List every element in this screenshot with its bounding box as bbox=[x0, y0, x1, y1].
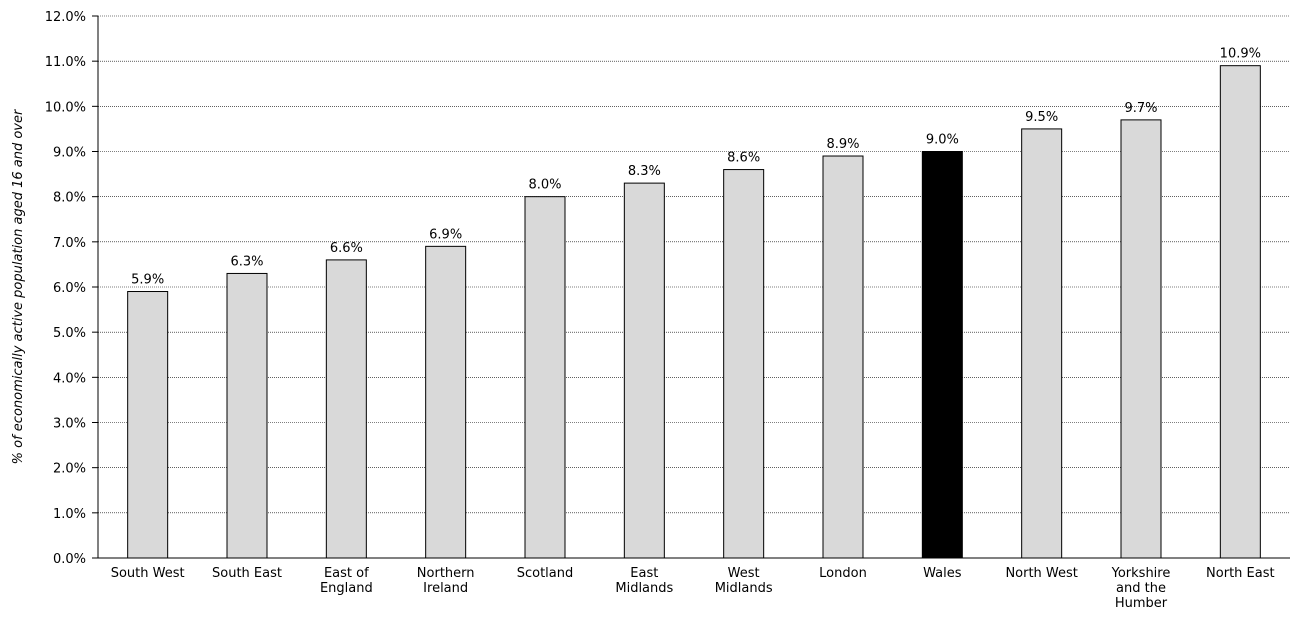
y-tick-label: 7.0% bbox=[53, 236, 86, 251]
bar-london bbox=[822, 155, 864, 559]
bars bbox=[127, 65, 1261, 559]
data-label: 6.3% bbox=[230, 254, 263, 269]
bar-north-east bbox=[1219, 65, 1261, 559]
x-tick-label: London bbox=[819, 566, 867, 581]
y-tick-label: 3.0% bbox=[53, 417, 86, 432]
bar-south-west bbox=[127, 291, 169, 559]
y-axis-ticks: 0.0% 1.0% 2.0% 3.0% 4.0% 5.0% 6.0% 7.0% 8.0% 9.0%… bbox=[45, 10, 98, 567]
bar-west-midlands bbox=[723, 169, 765, 559]
bar-east-midlands bbox=[623, 182, 665, 559]
data-label: 8.9% bbox=[826, 137, 859, 152]
data-label: 9.5% bbox=[1025, 110, 1058, 125]
y-tick-label: 5.0% bbox=[53, 326, 86, 341]
x-tick-label: Wales bbox=[923, 566, 962, 581]
data-label: 8.3% bbox=[628, 164, 661, 179]
x-tick-label: Northern Ireland bbox=[417, 566, 475, 596]
x-tick-label: South East bbox=[212, 566, 282, 581]
x-tick-label: West Midlands bbox=[715, 566, 773, 596]
x-tick-label: Scotland bbox=[517, 566, 574, 581]
data-label: 9.0% bbox=[926, 133, 959, 148]
x-tick-label: North West bbox=[1005, 566, 1077, 581]
x-tick-label: North East bbox=[1206, 566, 1275, 581]
bar-scotland bbox=[524, 196, 566, 559]
y-axis-title: % of economically active population aged… bbox=[11, 108, 26, 464]
data-label: 8.6% bbox=[727, 151, 760, 166]
y-tick-label: 4.0% bbox=[53, 371, 86, 386]
data-label: 6.6% bbox=[330, 241, 363, 256]
y-tick-label: 11.0% bbox=[45, 55, 86, 70]
bar-wales bbox=[921, 151, 963, 559]
bar-east-of-england bbox=[325, 259, 367, 559]
y-tick-label: 6.0% bbox=[53, 281, 86, 296]
data-label: 9.7% bbox=[1124, 101, 1157, 116]
y-tick-label: 1.0% bbox=[53, 507, 86, 522]
y-tick-label: 12.0% bbox=[45, 10, 86, 25]
x-tick-label: Yorkshire and the Humber bbox=[1111, 566, 1171, 611]
data-labels: 5.9% 6.3% 6.6% 6.9% 8.0% 8.3% 8.6% 8.9% 9.0% 9.5%… bbox=[131, 47, 1261, 288]
data-label: 8.0% bbox=[528, 178, 561, 193]
y-tick-label: 8.0% bbox=[53, 191, 86, 206]
bar-north-west bbox=[1021, 128, 1063, 559]
y-tick-label: 10.0% bbox=[45, 100, 86, 115]
bar-south-east bbox=[226, 272, 268, 559]
x-tick-label: South West bbox=[111, 566, 185, 581]
y-tick-label: 0.0% bbox=[53, 552, 86, 567]
bar-yorkshire-and-the-humber bbox=[1120, 119, 1162, 559]
x-tick-label: East of England bbox=[320, 566, 373, 596]
data-label: 5.9% bbox=[131, 273, 164, 288]
axes bbox=[97, 16, 1290, 559]
y-tick-label: 9.0% bbox=[53, 146, 86, 161]
bar-northern-ireland bbox=[425, 245, 467, 559]
gridlines bbox=[98, 15, 1290, 514]
y-tick-label: 2.0% bbox=[53, 462, 86, 477]
data-label: 6.9% bbox=[429, 227, 462, 242]
category-labels: South West South East East of England Northe… bbox=[111, 566, 1275, 611]
data-label: 10.9% bbox=[1220, 47, 1261, 62]
x-tick-label: East Midlands bbox=[615, 566, 673, 596]
